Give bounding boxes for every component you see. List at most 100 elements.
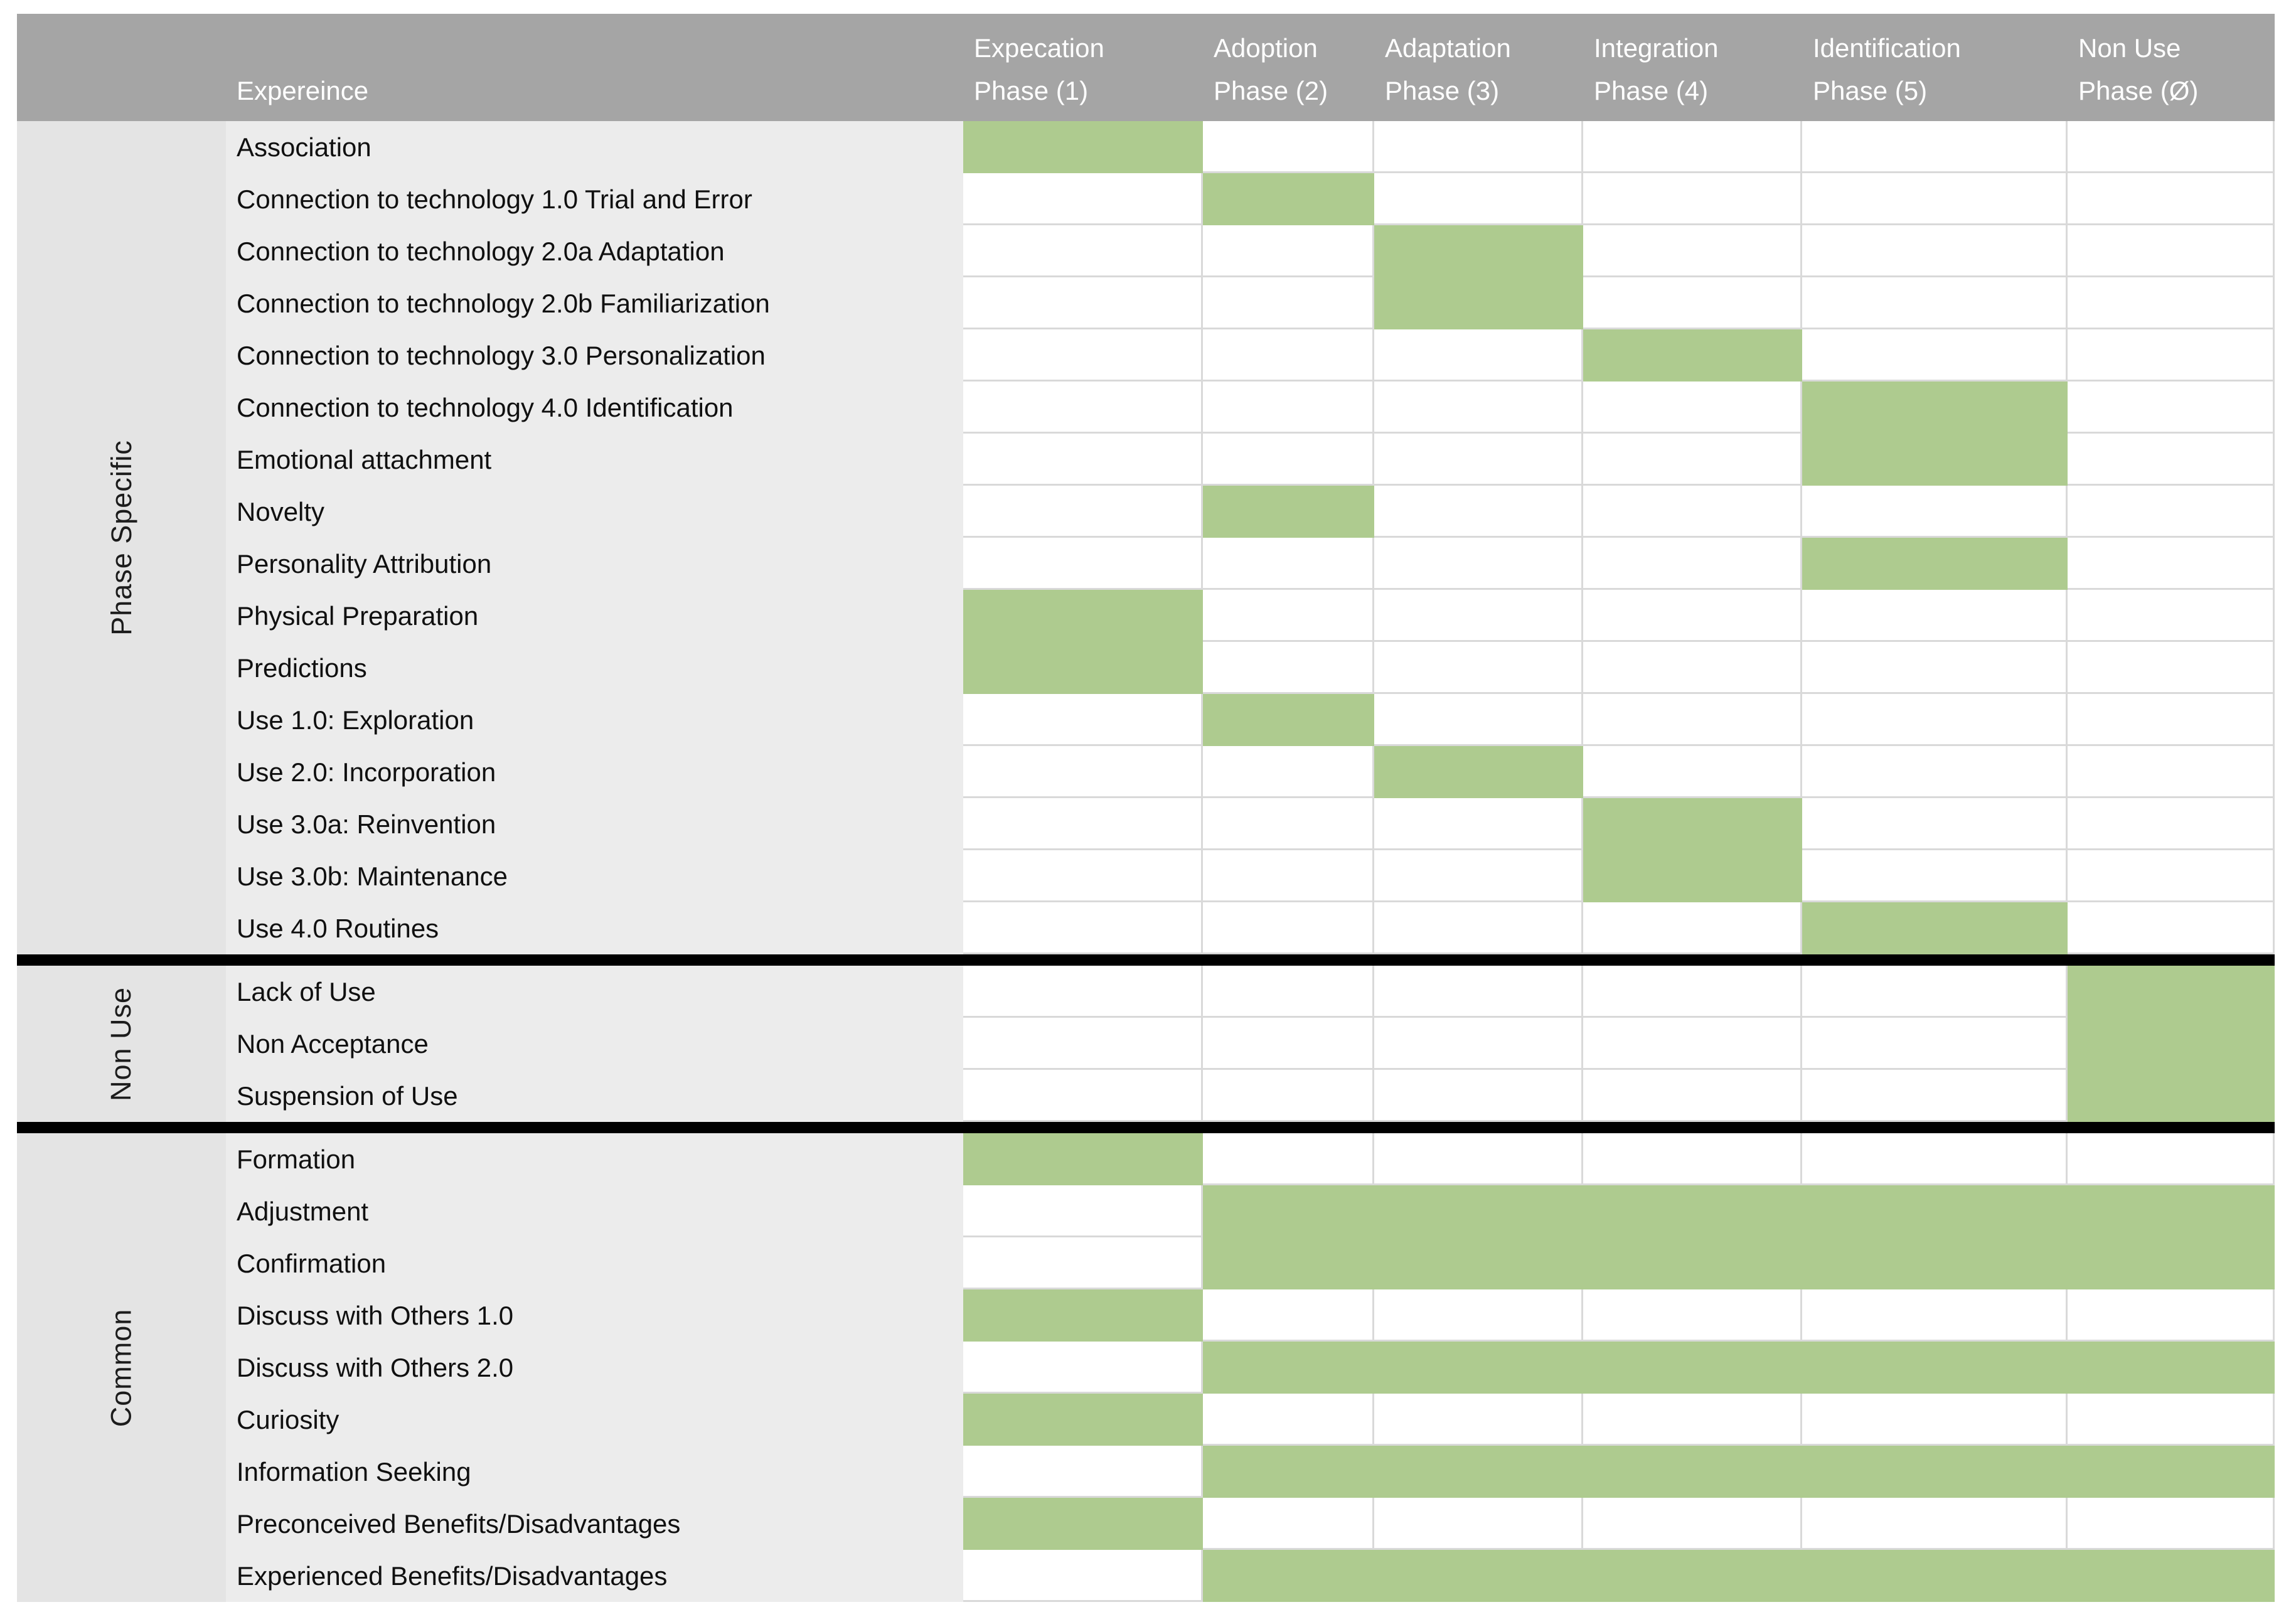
matrix-cell <box>2068 1446 2275 1498</box>
experience-row-label: Discuss with Others 1.0 <box>226 1289 963 1342</box>
matrix-cell <box>963 1185 1203 1237</box>
matrix-cell <box>1203 1550 1374 1602</box>
matrix-cell <box>1802 746 2068 798</box>
phase-column-header: Adaptation Phase (3) <box>1374 14 1583 121</box>
matrix-cell <box>1203 1185 1374 1237</box>
phase-number-label: Phase (2) <box>1214 75 1328 105</box>
matrix-cell <box>2068 329 2275 382</box>
experience-row-label: Preconceived Benefits/Disadvantages <box>226 1498 963 1550</box>
matrix-cell <box>963 694 1203 746</box>
matrix-cell <box>1203 902 1374 954</box>
matrix-cell <box>1203 1342 1374 1394</box>
matrix-cell <box>1203 486 1374 538</box>
matrix-cell <box>1374 538 1583 590</box>
matrix-cell <box>1802 642 2068 694</box>
matrix-cell <box>1802 434 2068 486</box>
experience-row-label: Use 3.0b: Maintenance <box>226 850 963 902</box>
experience-row-label: Use 3.0a: Reinvention <box>226 798 963 850</box>
experience-row-label: Use 2.0: Incorporation <box>226 746 963 798</box>
matrix-cell <box>1802 486 2068 538</box>
experience-row-label: Association <box>226 121 963 173</box>
experience-row-label: Experienced Benefits/Disadvantages <box>226 1550 963 1602</box>
matrix-cell <box>1374 1550 1583 1602</box>
matrix-cell <box>1203 538 1374 590</box>
matrix-cell <box>1203 277 1374 329</box>
matrix-cell <box>1802 1498 2068 1550</box>
matrix-cell <box>1374 173 1583 225</box>
phase-name-label: Adoption <box>1214 33 1318 63</box>
matrix-cell <box>2068 486 2275 538</box>
matrix-cell <box>1802 121 2068 173</box>
row-group-label-cell: Phase Specific <box>17 121 226 954</box>
matrix-cell <box>1203 382 1374 434</box>
matrix-cell <box>1203 1237 1374 1289</box>
row-group-section: Non Use Lack of Use Non Acceptance Suspensi… <box>17 966 2275 1122</box>
matrix-cell <box>1583 1446 1802 1498</box>
matrix-cell <box>1374 1342 1583 1394</box>
experience-phase-matrix: Expereince Expecation Phase (1) Adoption Pha… <box>17 14 2275 1602</box>
matrix-cell <box>1802 1550 2068 1602</box>
experience-row-label: Emotional attachment <box>226 434 963 486</box>
matrix-cell <box>1583 1394 1802 1446</box>
row-group-section: Common Formation Adjustment Confirmation Dis… <box>17 1133 2275 1602</box>
matrix-cell <box>963 1550 1203 1602</box>
matrix-cell <box>2068 225 2275 277</box>
matrix-cell <box>1802 538 2068 590</box>
matrix-cell <box>1203 850 1374 902</box>
header-row: Expereince Expecation Phase (1) Adoption Pha… <box>17 14 2275 121</box>
matrix-cell <box>1802 1289 2068 1342</box>
matrix-cell <box>1802 1133 2068 1185</box>
experience-row-label: Predictions <box>226 642 963 694</box>
matrix-cell <box>1374 1237 1583 1289</box>
matrix-cell <box>1203 590 1374 642</box>
experience-row-label: Physical Preparation <box>226 590 963 642</box>
matrix-cell <box>963 1289 1203 1342</box>
matrix-cell <box>1374 966 1583 1018</box>
experience-row-label: Adjustment <box>226 1185 963 1237</box>
matrix-cell <box>1374 590 1583 642</box>
matrix-cell <box>1583 1237 1802 1289</box>
matrix-cell <box>963 1446 1203 1498</box>
matrix-cell <box>2068 434 2275 486</box>
matrix-cell <box>1583 966 1802 1018</box>
matrix-cell <box>1374 1185 1583 1237</box>
matrix-cell <box>963 1342 1203 1394</box>
matrix-cell <box>1374 694 1583 746</box>
matrix-cell <box>963 1070 1203 1122</box>
row-group-label: Common <box>105 1308 137 1427</box>
matrix-cell <box>1374 1498 1583 1550</box>
experience-row-label: Connection to technology 2.0a Adaptation <box>226 225 963 277</box>
matrix-cell <box>963 590 1203 642</box>
matrix-cell <box>963 642 1203 694</box>
matrix-cell <box>1583 798 1802 850</box>
row-group-label-cell: Common <box>17 1133 226 1602</box>
matrix-cell <box>1203 798 1374 850</box>
matrix-cell <box>2068 1185 2275 1237</box>
matrix-cell <box>2068 382 2275 434</box>
matrix-cell <box>1583 225 1802 277</box>
matrix-cell <box>1583 1185 1802 1237</box>
matrix-cell <box>2068 1550 2275 1602</box>
matrix-cell <box>1802 1018 2068 1070</box>
matrix-cell <box>1203 1133 1374 1185</box>
experience-row-label: Use 1.0: Exploration <box>226 694 963 746</box>
experience-row-label: Connection to technology 3.0 Personaliza… <box>226 329 963 382</box>
matrix-cell <box>1203 173 1374 225</box>
matrix-cell <box>1583 121 1802 173</box>
experience-row-label: Lack of Use <box>226 966 963 1018</box>
experience-row-label: Connection to technology 2.0b Familiariz… <box>226 277 963 329</box>
header-corner-spacer <box>17 14 226 121</box>
matrix-cell <box>1802 694 2068 746</box>
matrix-cell <box>1583 1550 1802 1602</box>
phase-column-header: Identification Phase (5) <box>1802 14 2068 121</box>
experience-row-label: Discuss with Others 2.0 <box>226 1342 963 1394</box>
matrix-cell <box>963 798 1203 850</box>
matrix-cell <box>1583 486 1802 538</box>
phase-name-label: Integration <box>1594 33 1719 63</box>
matrix-cell <box>963 486 1203 538</box>
matrix-cell <box>2068 1342 2275 1394</box>
matrix-cell <box>1203 1394 1374 1446</box>
matrix-cell <box>1203 434 1374 486</box>
matrix-cell <box>1583 590 1802 642</box>
matrix-cell <box>1203 966 1374 1018</box>
